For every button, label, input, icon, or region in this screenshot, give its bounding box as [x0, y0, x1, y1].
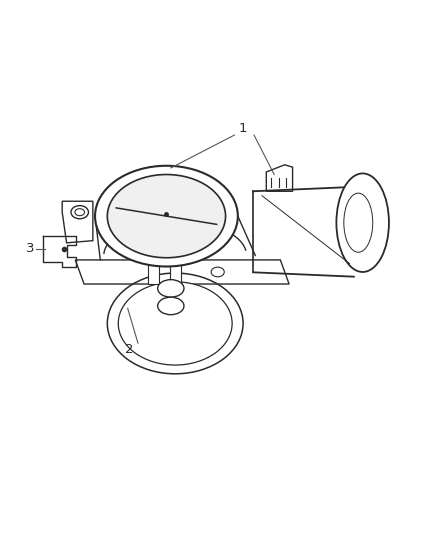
Text: 1: 1 [239, 122, 247, 135]
Ellipse shape [71, 206, 88, 219]
Ellipse shape [336, 173, 389, 272]
Ellipse shape [107, 174, 226, 258]
Text: 3: 3 [25, 243, 34, 255]
Text: 2: 2 [125, 343, 134, 356]
Ellipse shape [158, 280, 184, 297]
Ellipse shape [158, 297, 184, 314]
Ellipse shape [95, 166, 238, 266]
Ellipse shape [107, 273, 243, 374]
FancyBboxPatch shape [148, 262, 159, 284]
FancyBboxPatch shape [170, 262, 180, 284]
Ellipse shape [118, 282, 232, 365]
